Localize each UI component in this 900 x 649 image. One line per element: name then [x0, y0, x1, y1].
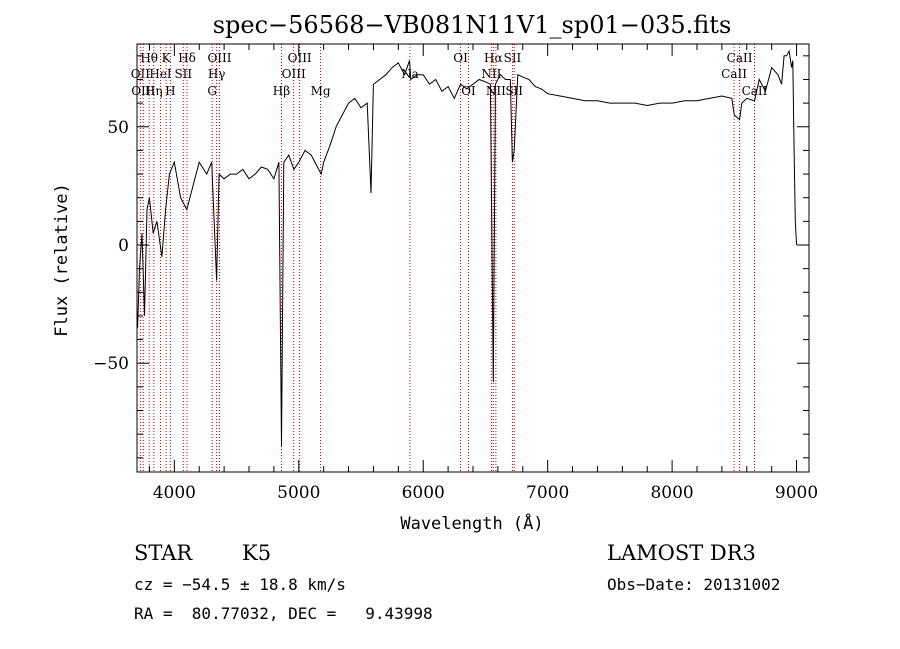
object-class: STAR [134, 541, 193, 565]
x-tick-label: 4000 [153, 483, 196, 503]
line-marker-label: Hα [484, 51, 503, 65]
line-marker-label: OIII [282, 67, 306, 81]
spectrum-line [137, 49, 798, 447]
line-marker-label: HeI [149, 67, 172, 81]
x-axis-label: Wavelength (Å) [400, 512, 543, 534]
x-tick-label: 7000 [526, 483, 569, 503]
line-marker-label: CaII [742, 84, 768, 98]
survey-name: LAMOST DR3 [607, 541, 756, 565]
line-marker-label: Hη [145, 84, 163, 98]
line-marker-label: SII [504, 51, 522, 65]
line-marker-label: SII [505, 84, 523, 98]
line-marker-label: OII [131, 67, 151, 81]
chart-title: spec−56568−VB081N11V1_sp01−035.fits [213, 11, 732, 39]
plot-frame [136, 43, 810, 473]
object-subclass: K5 [242, 541, 271, 565]
coordinates: RA = 80.77032, DEC = 9.43998 [134, 604, 433, 623]
line-marker-label: Na [401, 67, 419, 81]
line-marker-label: OIII [288, 51, 312, 65]
line-marker-label: NII [481, 67, 501, 81]
line-marker-label: OI [453, 51, 468, 65]
line-marker-label: G [207, 84, 217, 98]
line-marker-label: Hδ [178, 51, 196, 65]
y-tick-label: −50 [93, 354, 129, 374]
redshift-velocity: cz = −54.5 ± 18.8 km/s [134, 575, 346, 594]
y-axis: −50 0 50 [93, 55, 809, 459]
line-marker-label: K [162, 51, 172, 65]
line-marker-label: CaII [721, 67, 747, 81]
y-tick-label: 50 [107, 118, 129, 138]
line-marker-label: CaII [727, 51, 753, 65]
line-marker-label: Hγ [208, 67, 226, 81]
x-tick-label: 6000 [402, 483, 445, 503]
y-axis-label: Flux (relative) [52, 183, 72, 337]
line-marker-label: NII [486, 84, 506, 98]
x-tick-label: 9000 [775, 483, 818, 503]
observation-date: Obs−Date: 20131002 [607, 575, 780, 594]
line-marker-label: Hβ [273, 84, 290, 98]
line-marker-label: OIII [207, 51, 231, 65]
y-tick-label: 0 [118, 236, 129, 256]
line-marker-label: SII [174, 67, 192, 81]
line-marker-label: Hθ [140, 51, 158, 65]
line-marker-label: Mg [311, 84, 331, 98]
x-tick-label: 5000 [277, 483, 320, 503]
x-tick-label: 8000 [650, 483, 693, 503]
x-axis: 4000 5000 6000 7000 8000 9000 [148, 44, 818, 503]
line-marker-label: H [165, 84, 175, 98]
